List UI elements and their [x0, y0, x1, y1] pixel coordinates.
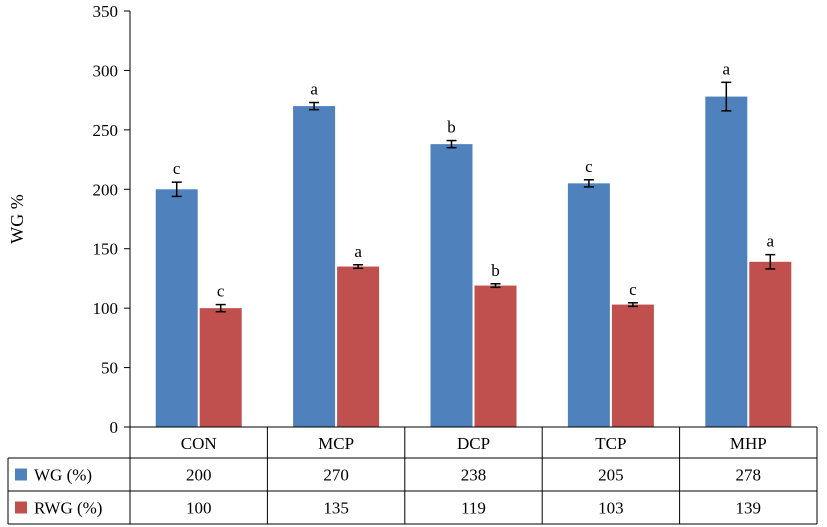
bar-wg — [705, 96, 748, 427]
legend-swatch — [15, 501, 27, 514]
table-cell-value: 135 — [323, 499, 349, 518]
bar-wg — [155, 189, 198, 427]
significance-label: a — [310, 80, 318, 99]
y-tick-label: 350 — [93, 2, 119, 21]
x-category-label: MCP — [318, 434, 354, 453]
legend-label: WG (%) — [34, 466, 92, 485]
table-cell-value: 103 — [598, 499, 624, 518]
table-cell-value: 139 — [736, 499, 762, 518]
bar-rwg — [474, 285, 517, 427]
y-axis-label: WG % — [7, 194, 27, 243]
bars: c c a a b b c c a a — [155, 59, 792, 427]
table-cell-value: 270 — [323, 466, 349, 485]
bar-rwg — [337, 266, 380, 427]
significance-label: c — [585, 157, 593, 176]
table-cell-value: 238 — [461, 466, 487, 485]
legend-label: RWG (%) — [34, 499, 102, 518]
x-category-label: DCP — [457, 434, 490, 453]
x-category-label: CON — [181, 434, 217, 453]
data-table: CON MCP DCP TCP MHP WG (%) 200 270 238 205 278 RWG … — [7, 426, 818, 525]
y-tick-label: 250 — [93, 121, 119, 140]
significance-label: a — [767, 232, 775, 251]
bar-wg — [293, 106, 336, 427]
significance-label: c — [173, 159, 181, 178]
y-axis: 0 50 100 150 200 250 300 350 — [93, 2, 131, 437]
bar-rwg — [611, 304, 654, 427]
significance-label: b — [491, 261, 500, 280]
significance-label: c — [217, 282, 225, 301]
table-cell-value: 200 — [186, 466, 212, 485]
bar-rwg — [199, 308, 242, 427]
bar-rwg — [749, 261, 792, 427]
significance-label: a — [723, 59, 731, 78]
table-cell-value: 278 — [736, 466, 762, 485]
bar-wg — [430, 144, 473, 427]
significance-label: c — [629, 280, 637, 299]
table-cell-value: 100 — [186, 499, 212, 518]
table-cell-value: 205 — [598, 466, 624, 485]
y-tick-label: 50 — [101, 359, 118, 378]
table-cell-value: 119 — [461, 499, 486, 518]
y-tick-label: 200 — [93, 180, 119, 199]
y-tick-label: 150 — [93, 240, 119, 259]
bar-wg — [567, 183, 610, 427]
significance-label: a — [354, 242, 362, 261]
legend-swatch — [15, 468, 27, 481]
significance-label: b — [447, 118, 456, 137]
y-tick-label: 100 — [93, 299, 119, 318]
y-tick-label: 0 — [110, 418, 119, 437]
y-tick-label: 300 — [93, 61, 119, 80]
x-category-label: TCP — [595, 434, 626, 453]
x-category-label: MHP — [730, 434, 767, 453]
